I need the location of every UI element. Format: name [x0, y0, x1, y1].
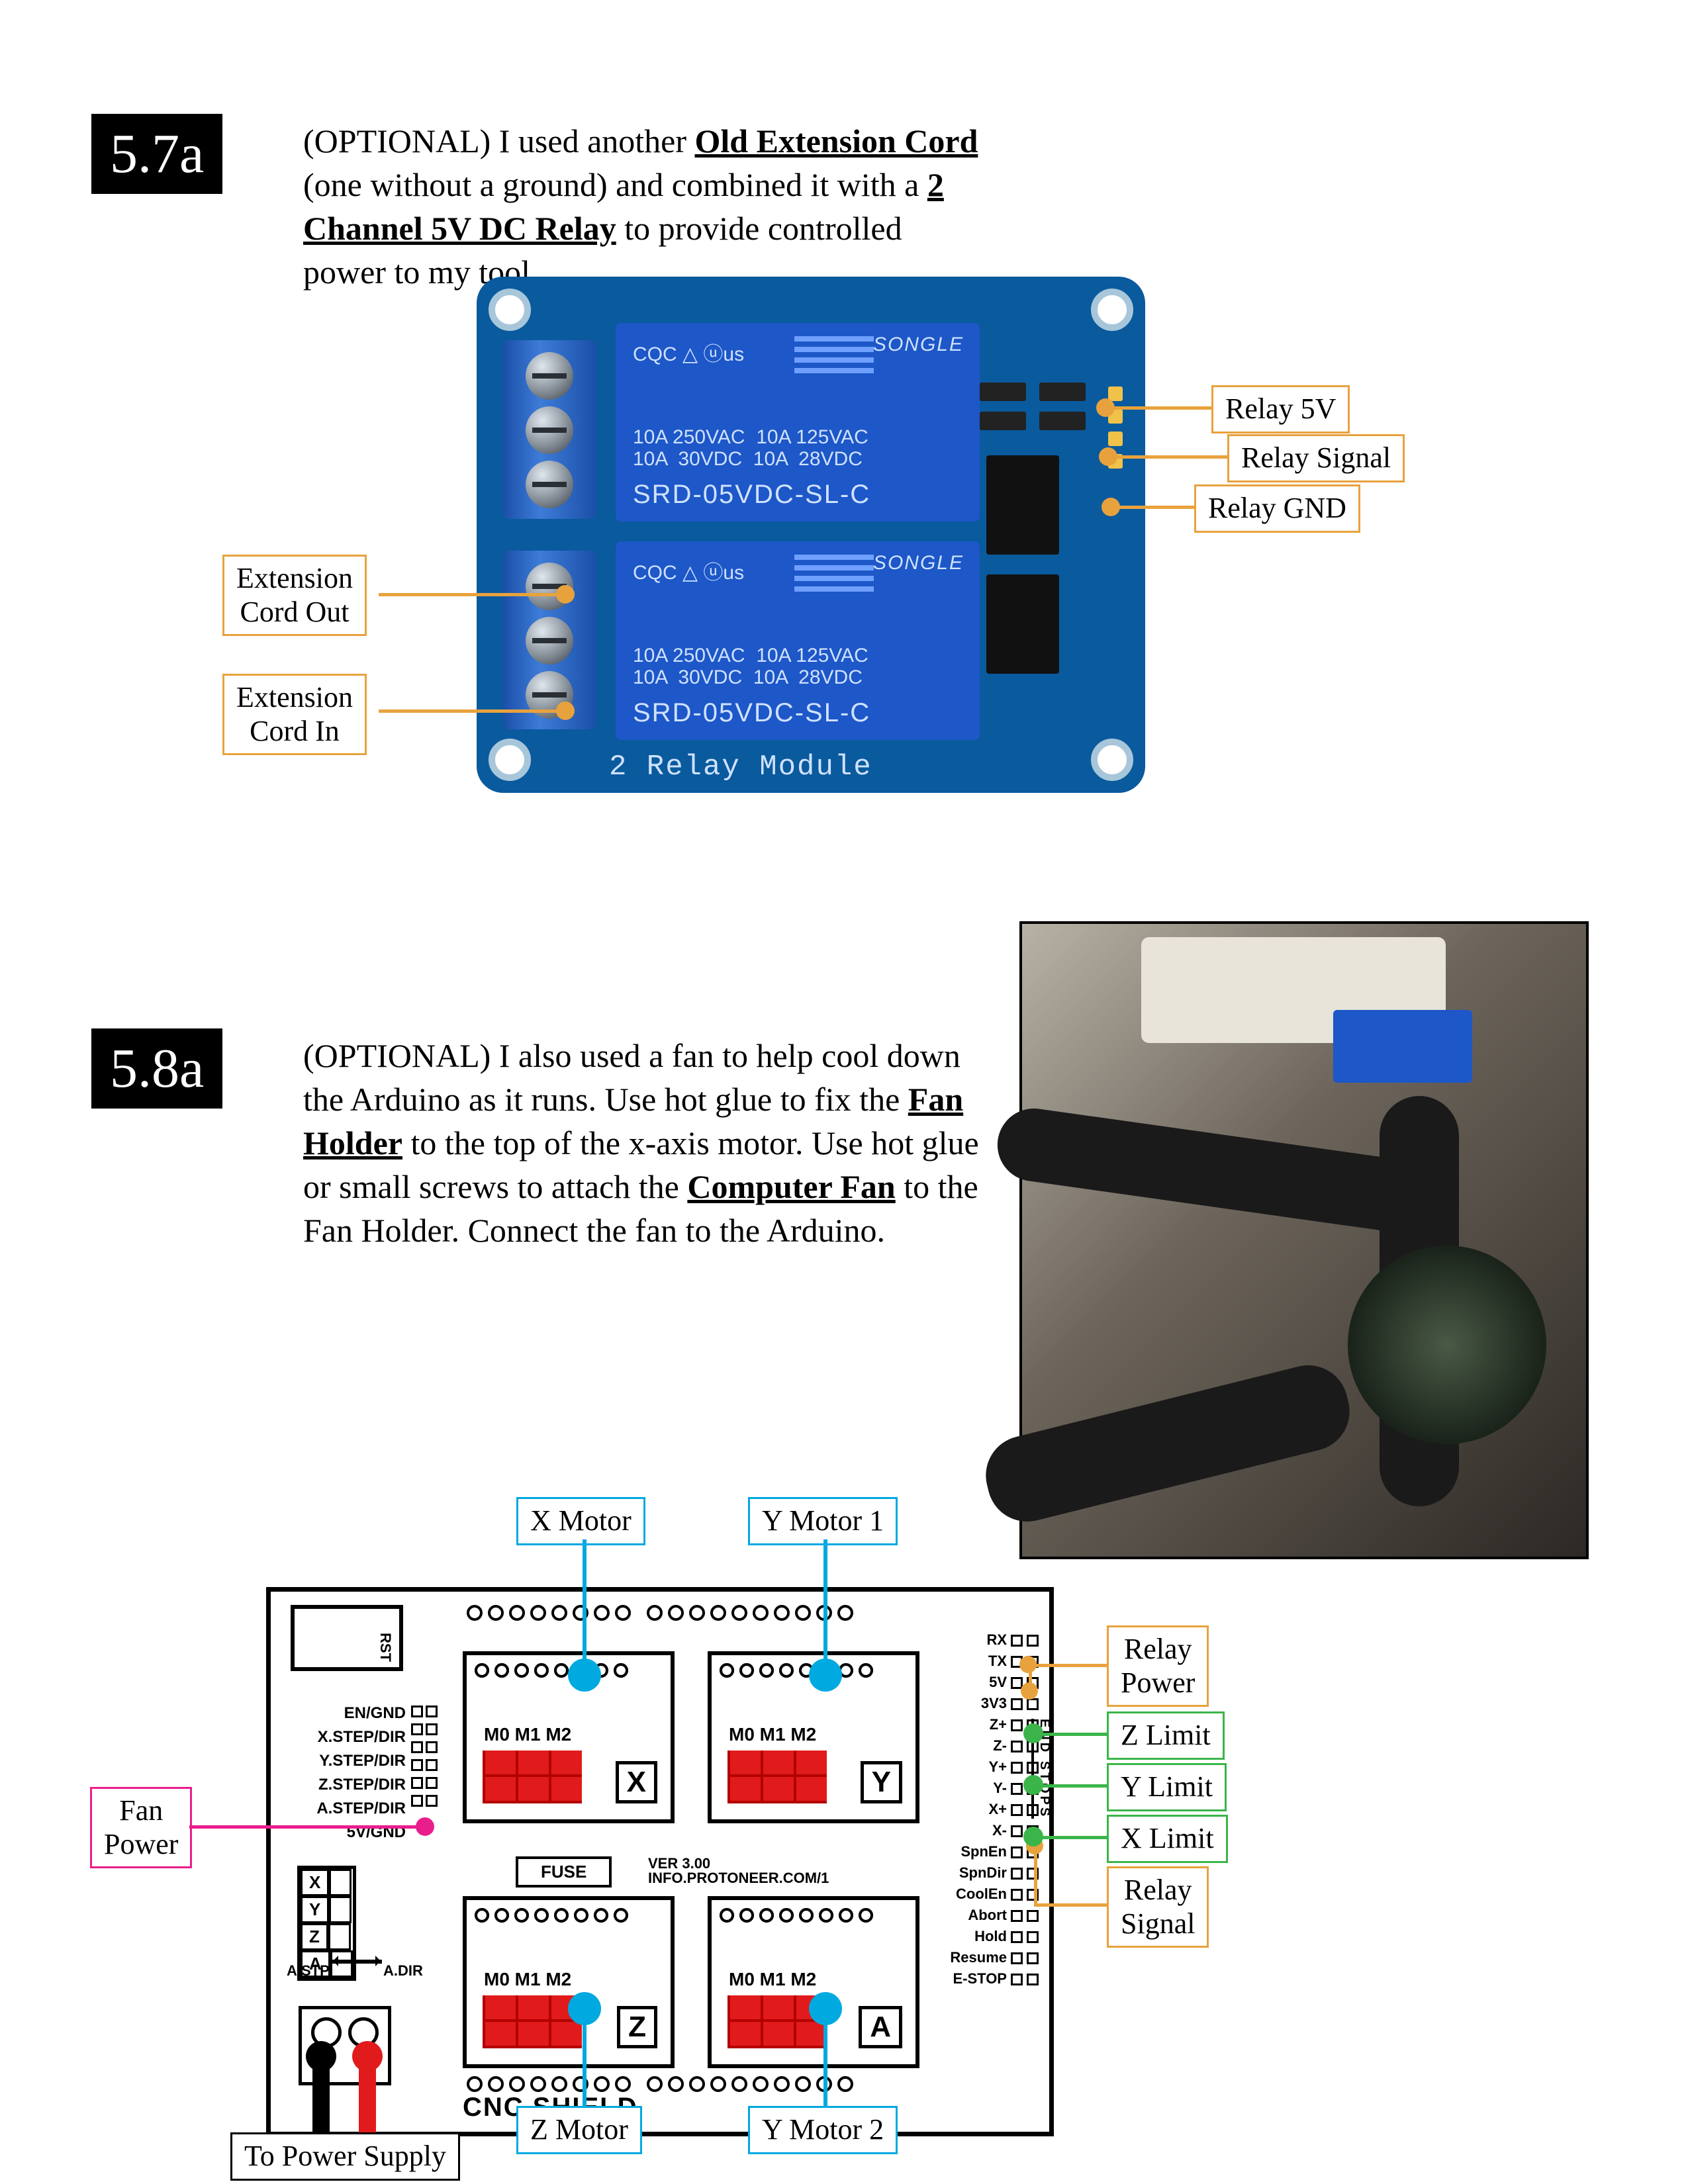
fuse-label: FUSE — [516, 1856, 612, 1888]
callout-z-motor: Z Motor — [516, 2106, 642, 2154]
paragraph-57a: (OPTIONAL) I used another Old Extension … — [303, 119, 992, 294]
paragraph-58a: (OPTIONAL) I also used a fan to help coo… — [303, 1034, 1005, 1252]
callout-ext-cord-out: Extension Cord Out — [222, 555, 367, 636]
header-pins-top — [467, 1605, 1049, 1623]
callout-fan-power: Fan Power — [90, 1787, 192, 1868]
relay-module-title: 2 Relay Module — [609, 751, 872, 784]
text: (OPTIONAL) I also used a fan to help coo… — [303, 1037, 961, 1118]
terminal-block-k2 — [503, 340, 596, 519]
relay-unit-2: SONGLE CQC △ ⓤus 10A 250VAC 10A 125VAC 1… — [616, 541, 980, 740]
driver-z: M0 M1 M2 Z — [463, 1896, 675, 2068]
callout-y-motor-2: Y Motor 2 — [748, 2106, 898, 2154]
driver-a: M0 M1 M2 A — [708, 1896, 919, 2068]
relay-module-diagram: SONGLE CQC △ ⓤus 10A 250VAC 10A 125VAC 1… — [477, 277, 1145, 793]
bold-computer-fan: Computer Fan — [687, 1168, 895, 1205]
callout-relay-gnd: Relay GND — [1194, 484, 1360, 533]
right-pin-labels: RX TX 5V 3V3 Z+ Z- Y+ Y- X+ X- SpnEn Spn… — [919, 1631, 1039, 1991]
relay-ic-area — [980, 383, 1105, 694]
text: (one without a ground) and combined it w… — [303, 166, 927, 203]
callout-to-power-supply: To Power Supply — [230, 2132, 460, 2181]
version-label: VER 3.00 INFO.PROTONEER.COM/1 — [648, 1856, 829, 1886]
callout-y-limit: Y Limit — [1107, 1763, 1227, 1811]
callout-x-limit: X Limit — [1107, 1815, 1228, 1863]
cnc-shield-diagram: RST EN/GND X.STEP/DIR Y.STEP/DIR Z.STEP/… — [266, 1587, 1054, 2136]
step-badge-57a: 5.7a — [91, 114, 222, 194]
step-badge-58a: 5.8a — [91, 1028, 222, 1109]
callout-relay-5v: Relay 5V — [1211, 385, 1350, 433]
callout-relay-signal-58a: Relay Signal — [1107, 1866, 1209, 1948]
callout-relay-signal-57a: Relay Signal — [1227, 434, 1405, 482]
terminal-block-k1 — [503, 551, 596, 729]
photo-fan-installed — [1019, 921, 1589, 1559]
callout-x-motor: X Motor — [516, 1497, 645, 1545]
callout-ext-cord-in: Extension Cord In — [222, 674, 367, 755]
callout-relay-power: Relay Power — [1107, 1625, 1209, 1707]
rst-box: RST — [291, 1605, 403, 1671]
bold-old-extension-cord: Old Extension Cord — [695, 122, 978, 159]
text: (OPTIONAL) I used another — [303, 122, 695, 159]
relay-unit-1: SONGLE CQC △ ⓤus 10A 250VAC 10A 125VAC 1… — [616, 323, 980, 522]
callout-y-motor-1: Y Motor 1 — [748, 1497, 898, 1545]
callout-z-limit: Z Limit — [1107, 1711, 1225, 1760]
